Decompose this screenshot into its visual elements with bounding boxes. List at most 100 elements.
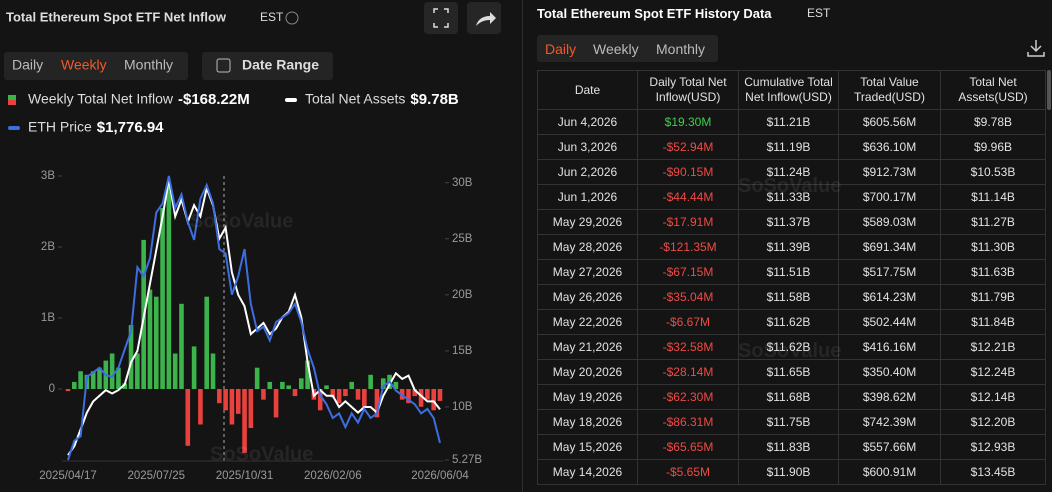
tab[interactable]: Daily bbox=[12, 57, 43, 73]
table-cell: -$86.31M bbox=[637, 409, 739, 435]
bar bbox=[368, 374, 373, 389]
legend-swatch bbox=[8, 100, 16, 105]
table-cell: Jun 4,2026 bbox=[537, 109, 638, 135]
bar bbox=[116, 367, 121, 389]
info-icon[interactable] bbox=[285, 11, 299, 25]
chart-panel: Total Ethereum Spot ETF Net Inflow EST D… bbox=[4, 2, 501, 482]
x-tick-label: 2025/04/17 bbox=[39, 470, 97, 482]
bar bbox=[437, 389, 443, 401]
bar bbox=[380, 378, 386, 389]
table-cell: -$28.14M bbox=[637, 359, 739, 385]
table-cell: $11.75B bbox=[738, 409, 839, 435]
table-cell: -$65.65M bbox=[637, 434, 739, 460]
table-cell: $11.63B bbox=[940, 259, 1046, 285]
legend-label: ETH Price bbox=[28, 119, 92, 135]
bar bbox=[185, 389, 191, 446]
date-range-button[interactable] bbox=[202, 52, 333, 80]
table-cell: $742.39M bbox=[838, 409, 941, 435]
bar bbox=[292, 389, 298, 397]
bar bbox=[65, 389, 71, 392]
table-row: May 20,2026 -$28.14M $11.65B $350.40M $12.24… bbox=[537, 359, 1046, 385]
x-tick-label: 2026/06/04 bbox=[411, 470, 469, 482]
scrollbar[interactable] bbox=[1047, 70, 1051, 110]
table-cell: $10.53B bbox=[940, 159, 1046, 185]
tab-active[interactable]: Weekly bbox=[61, 57, 107, 73]
bar bbox=[217, 389, 222, 404]
download-button[interactable] bbox=[1026, 38, 1046, 58]
table-cell: $605.56M bbox=[838, 109, 941, 135]
timezone: EST bbox=[807, 6, 831, 20]
legend-value: $1,776.94 bbox=[97, 119, 164, 136]
timezone: EST bbox=[260, 10, 284, 24]
table-cell: $557.66M bbox=[838, 434, 941, 460]
legend-swatch bbox=[8, 95, 16, 100]
table-cell: May 19,2026 bbox=[537, 384, 638, 410]
table-cell: $11.21B bbox=[738, 109, 839, 135]
table-cell: $912.73M bbox=[838, 159, 941, 185]
table-cell: -$67.15M bbox=[637, 259, 739, 285]
table-cell: $691.34M bbox=[838, 234, 941, 260]
table-cell: $9.78B bbox=[940, 109, 1046, 135]
table-cell: $12.20B bbox=[940, 409, 1046, 435]
bar bbox=[128, 325, 134, 389]
bar bbox=[261, 389, 266, 400]
share-icon bbox=[476, 12, 496, 26]
bar bbox=[242, 389, 247, 453]
table-cell: May 29,2026 bbox=[537, 209, 638, 235]
table-cell: -$6.67M bbox=[637, 309, 739, 335]
bar bbox=[431, 389, 436, 411]
column-header: Cumulative Total Net Inflow(USD) bbox=[738, 70, 839, 110]
table-cell: $11.62B bbox=[738, 309, 839, 335]
y-tick-label: 1B bbox=[41, 312, 55, 324]
expand-icon bbox=[433, 8, 449, 28]
table-cell: -$44.44M bbox=[637, 184, 739, 210]
bar bbox=[153, 296, 159, 389]
history-table: Date Daily Total Net Inflow(USD) Cumulativ… bbox=[537, 70, 1046, 485]
tab-group bbox=[4, 52, 188, 80]
table-cell: -$35.04M bbox=[637, 284, 739, 310]
panel-title: Total Ethereum Spot ETF Net Inflow bbox=[6, 9, 227, 24]
y2-tick-label: 20B bbox=[452, 289, 473, 301]
bar bbox=[330, 389, 336, 398]
table-cell: $700.17M bbox=[838, 184, 941, 210]
tab-active[interactable]: Daily bbox=[545, 41, 577, 57]
table-row: May 27,2026 -$67.15M $11.51B $517.75M $11.63… bbox=[537, 259, 1046, 285]
bar bbox=[254, 367, 260, 389]
table-row: May 14,2026 -$5.65M $11.90B $600.91M $13.45B bbox=[537, 459, 1046, 485]
x-tick-label: 2025/07/25 bbox=[127, 470, 185, 482]
table-cell: $11.24B bbox=[738, 159, 839, 185]
legend-label: Total Net Assets bbox=[305, 91, 405, 107]
bar bbox=[97, 367, 102, 389]
y2-tick-label: 15B bbox=[452, 345, 473, 357]
calendar-icon bbox=[216, 58, 231, 73]
table-row: May 21,2026 -$32.58M $11.62B $416.16M $12.21… bbox=[537, 334, 1046, 360]
table-row: May 26,2026 -$35.04M $11.58B $614.23M $11.79… bbox=[537, 284, 1046, 310]
table-cell: $11.83B bbox=[738, 434, 839, 460]
bar bbox=[324, 385, 329, 389]
tab[interactable]: Weekly bbox=[593, 41, 639, 57]
bar bbox=[78, 371, 83, 389]
table-cell: $11.30B bbox=[940, 234, 1046, 260]
table-cell: $11.79B bbox=[940, 284, 1046, 310]
bar bbox=[406, 389, 411, 404]
bar bbox=[235, 389, 241, 414]
column-header: Date bbox=[537, 70, 638, 110]
table-cell: -$121.35M bbox=[637, 234, 739, 260]
y2-tick-label: 10B bbox=[452, 401, 473, 413]
bar bbox=[393, 381, 399, 389]
table-cell: May 22,2026 bbox=[537, 309, 638, 335]
y-tick-label: 2B bbox=[41, 241, 55, 253]
table-cell: Jun 1,2026 bbox=[537, 184, 638, 210]
tab[interactable]: Monthly bbox=[124, 57, 173, 73]
tab[interactable]: Monthly bbox=[656, 41, 706, 57]
expand-button[interactable] bbox=[424, 2, 458, 34]
table-row: May 22,2026 -$6.67M $11.62B $502.44M $11.84B bbox=[537, 309, 1046, 335]
bar bbox=[179, 303, 184, 389]
bar bbox=[122, 383, 128, 389]
table-body: Jun 4,2026 $19.30M $11.21B $605.56M $9.78B Ju… bbox=[537, 109, 1046, 485]
plot: 3B 2B 1B 0 30B 25B 20B 15B 10B 5.27B 2025/04/17 202… bbox=[39, 170, 482, 482]
table-cell: Jun 3,2026 bbox=[537, 134, 638, 160]
table-cell: $502.44M bbox=[838, 309, 941, 335]
bar bbox=[425, 389, 430, 400]
